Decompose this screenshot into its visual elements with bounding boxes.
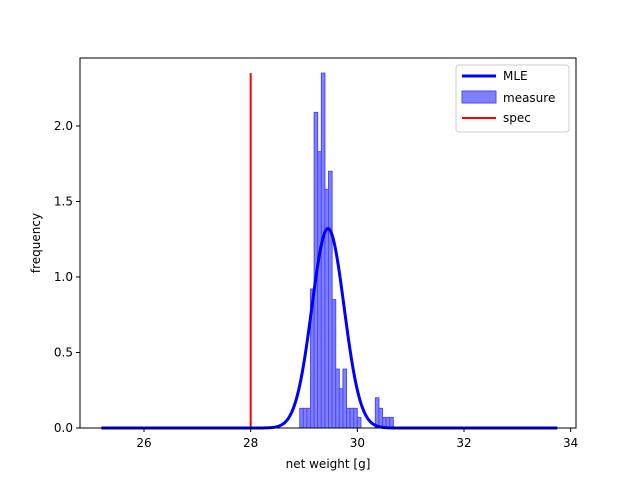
y-tick-label: 1.0 — [54, 270, 73, 284]
legend-mle-label: MLE — [503, 69, 528, 83]
histogram-bar — [339, 389, 343, 428]
x-tick-label: 30 — [350, 436, 365, 450]
legend-measure-label: measure — [503, 91, 555, 105]
histogram-bar — [329, 171, 333, 428]
legend-measure-swatch — [462, 91, 496, 103]
y-tick-label: 1.5 — [54, 194, 73, 208]
histogram-bar — [379, 408, 383, 428]
histogram-bar — [347, 408, 351, 428]
y-axis-label: frequency — [29, 213, 43, 273]
x-tick-label: 28 — [243, 436, 258, 450]
x-tick-label: 26 — [136, 436, 151, 450]
histogram-bar — [350, 408, 354, 428]
histogram-bar — [332, 300, 336, 428]
histogram-bar — [336, 369, 340, 428]
histogram-bar — [357, 417, 361, 428]
histogram-bar — [300, 408, 304, 428]
histogram-bar — [375, 398, 379, 428]
histogram-bar — [307, 408, 311, 428]
y-tick-label: 0.5 — [54, 345, 73, 359]
x-tick-label: 34 — [563, 436, 578, 450]
x-tick-label: 32 — [456, 436, 471, 450]
histogram-bar — [325, 189, 329, 428]
histogram-bar — [321, 73, 325, 428]
y-tick-label: 0.0 — [54, 421, 73, 435]
legend: MLE measure spec — [456, 65, 569, 132]
legend-spec-label: spec — [503, 111, 531, 125]
histogram-bar — [343, 369, 347, 428]
histogram-bar — [303, 408, 307, 428]
y-tick-label: 2.0 — [54, 119, 73, 133]
histogram-bar — [318, 152, 322, 428]
histogram-bar — [354, 408, 358, 428]
x-axis-label: net weight [g] — [286, 457, 371, 471]
